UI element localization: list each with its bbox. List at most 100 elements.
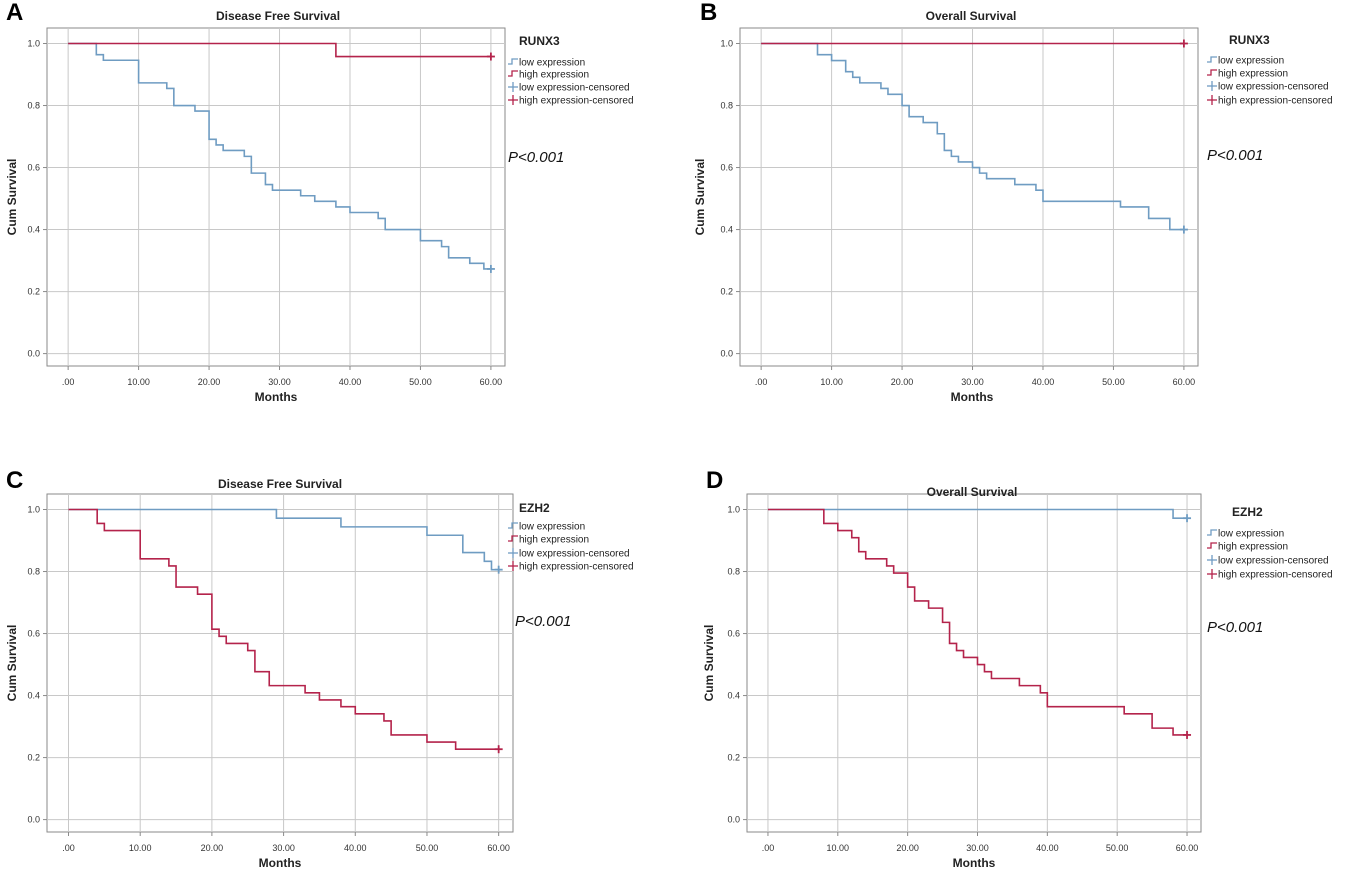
x-tick-label: 60.00 <box>487 843 510 853</box>
legend-swatch <box>1207 542 1217 549</box>
x-axis-label: Months <box>951 390 994 404</box>
y-tick-label: 1.0 <box>720 39 733 49</box>
legend-title: RUNX3 <box>1229 33 1270 47</box>
series-line-low <box>761 42 1184 231</box>
legend-title: EZH2 <box>1232 505 1263 519</box>
legend-label: high expression-censored <box>519 562 634 573</box>
p-value: P<0.001 <box>1207 147 1263 164</box>
legend-label: low expression-censored <box>1218 82 1329 93</box>
x-tick-label: 40.00 <box>339 377 362 387</box>
y-tick-label: 0.4 <box>727 691 740 701</box>
censor-mark-low <box>1179 225 1188 234</box>
y-tick-label: 0.6 <box>720 163 733 173</box>
legend-label: high expression-censored <box>519 96 634 107</box>
x-tick-label: 30.00 <box>272 843 295 853</box>
y-tick-label: 0.2 <box>727 753 740 763</box>
legend-swatch <box>1207 529 1217 536</box>
x-tick-label: 40.00 <box>1032 377 1055 387</box>
legend-label: high expression <box>1218 542 1288 553</box>
panel-a: .00 10.00 20.00 30.00 40.00 50.00 60.00 0.0 0.2 0… <box>5 0 634 404</box>
legend-label: high expression <box>519 535 589 546</box>
x-tick-label: 20.00 <box>896 843 919 853</box>
y-tick-label: 0.8 <box>727 567 740 577</box>
x-tick-label: 60.00 <box>1173 377 1196 387</box>
series-line-low <box>68 42 491 270</box>
y-tick-label: 1.0 <box>27 505 40 515</box>
legend-item: high expression <box>1207 69 1288 80</box>
y-tick-label: 1.0 <box>727 505 740 515</box>
y-tick-label: 0.6 <box>727 629 740 639</box>
x-tick-label: 20.00 <box>198 377 221 387</box>
censor-mark-high <box>1179 39 1188 48</box>
legend-label: low expression-censored <box>1218 556 1329 567</box>
legend-item: high expression-censored <box>1207 95 1333 107</box>
legend-item: low expression <box>1207 56 1284 67</box>
series-line-low <box>68 508 499 571</box>
legend-label: high expression-censored <box>1218 570 1333 581</box>
censor-mark-low <box>494 565 503 574</box>
series-line-high <box>68 508 499 751</box>
legend-item: low expression <box>508 522 585 533</box>
y-tick-label: 0.8 <box>27 567 40 577</box>
y-tick-label: 0.0 <box>720 349 733 359</box>
panel-c: .00 10.00 20.00 30.00 40.00 50.00 60.00 0.0 0.2 0… <box>5 467 634 870</box>
legend-item: high expression <box>1207 542 1288 553</box>
legend-label: low expression <box>519 58 585 69</box>
y-axis-label: Cum Survival <box>693 159 707 236</box>
legend-item: low expression-censored <box>1207 555 1329 567</box>
panel-title: Disease Free Survival <box>218 477 342 491</box>
x-tick-label: 30.00 <box>961 377 984 387</box>
x-tick-label: 20.00 <box>891 377 914 387</box>
legend-title: EZH2 <box>519 501 550 515</box>
x-axis-label: Months <box>255 390 298 404</box>
censor-mark-low <box>486 264 495 273</box>
legend-item: high expression-censored <box>508 561 634 573</box>
y-tick-label: 0.2 <box>27 287 40 297</box>
panel-d: .00 10.00 20.00 30.00 40.00 50.00 60.00 0.0 0.2 0… <box>702 467 1333 870</box>
y-tick-label: 0.8 <box>720 101 733 111</box>
legend-label: low expression <box>1218 56 1284 67</box>
plot-frame <box>46 27 506 367</box>
y-tick-label: 0.8 <box>27 101 40 111</box>
plot-frame <box>46 493 514 833</box>
censor-mark-high <box>494 745 503 754</box>
y-tick-label: 0.0 <box>27 349 40 359</box>
x-tick-label: 40.00 <box>344 843 367 853</box>
panel-title: Disease Free Survival <box>216 9 340 23</box>
x-tick-label: 50.00 <box>409 377 432 387</box>
legend-title: RUNX3 <box>519 34 560 48</box>
legend-item: high expression-censored <box>1207 569 1333 581</box>
p-value: P<0.001 <box>515 613 571 630</box>
x-tick-label: 10.00 <box>127 377 150 387</box>
y-tick-label: 0.2 <box>27 753 40 763</box>
x-tick-label: 60.00 <box>480 377 503 387</box>
series-line-high <box>68 42 491 58</box>
y-tick-label: 0.0 <box>27 815 40 825</box>
x-tick-label: 50.00 <box>1102 377 1125 387</box>
series-line-high <box>767 508 1188 736</box>
legend-label: low expression <box>1218 529 1284 540</box>
legend-item: low expression <box>508 58 585 69</box>
plot-frame <box>746 493 1202 833</box>
panel-title: Overall Survival <box>927 485 1018 499</box>
y-tick-label: 0.2 <box>720 287 733 297</box>
legend-item: low expression-censored <box>508 548 630 560</box>
x-tick-label: .00 <box>62 843 75 853</box>
legend-swatch <box>508 535 518 542</box>
legend-label: high expression <box>1218 69 1288 80</box>
y-tick-label: 0.6 <box>27 629 40 639</box>
censor-mark-low <box>1183 514 1192 523</box>
legend-label: high expression <box>519 70 589 81</box>
plot-frame <box>739 27 1199 367</box>
panel-letter: B <box>700 0 717 26</box>
panel-letter: C <box>6 467 23 494</box>
legend-item: high expression <box>508 70 589 81</box>
panel-letter: D <box>706 467 723 494</box>
legend-label: low expression-censored <box>519 549 630 560</box>
x-tick-label: 30.00 <box>268 377 291 387</box>
legend-item: low expression-censored <box>508 82 630 94</box>
x-tick-label: 10.00 <box>820 377 843 387</box>
panel-title: Overall Survival <box>926 9 1017 23</box>
legend-swatch <box>508 58 518 65</box>
